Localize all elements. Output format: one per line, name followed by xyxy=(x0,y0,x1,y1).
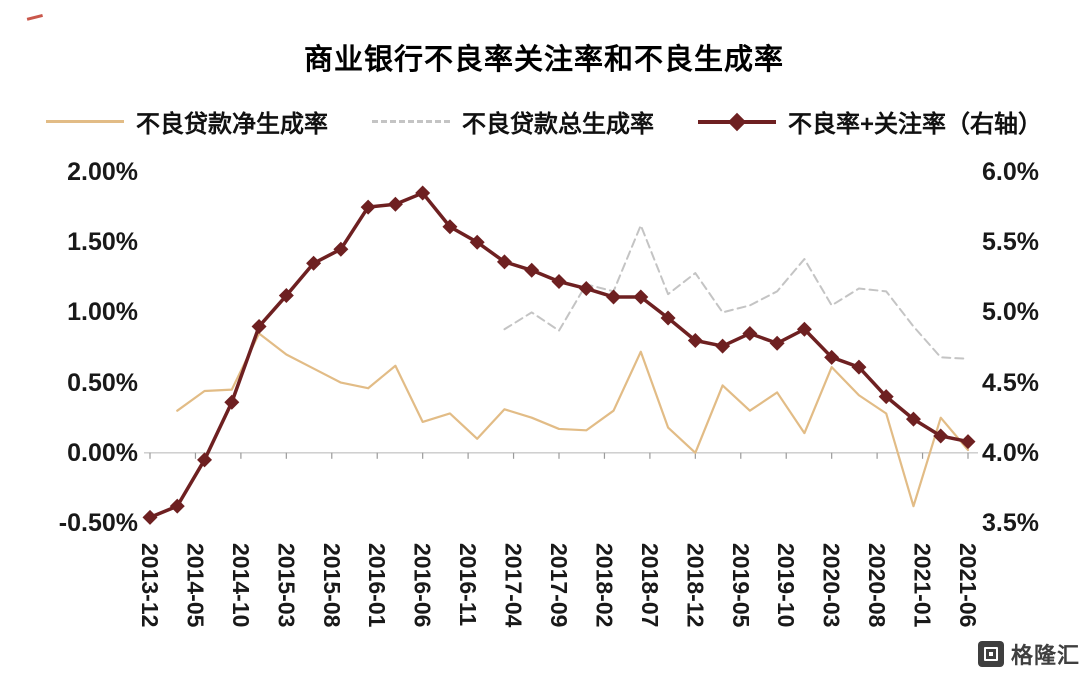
diamond-marker xyxy=(824,349,840,365)
x-axis-tick-label: 2016-11 xyxy=(455,543,482,627)
diamond-marker xyxy=(606,289,622,305)
diamond-marker xyxy=(551,274,567,290)
watermark-text: 格隆汇 xyxy=(1010,643,1080,668)
diamond-marker xyxy=(360,199,376,215)
x-axis-tick-label: 2018-07 xyxy=(636,543,663,628)
diamond-line-icon xyxy=(697,112,776,131)
diamond-marker xyxy=(496,254,512,270)
diamond-marker xyxy=(415,185,431,201)
legend-item-npl-plus-mention: 不良率+关注率（右轴） xyxy=(697,104,1042,139)
x-axis-tick-label: 2014-10 xyxy=(227,543,254,628)
x-axis-tick-label: 2019-05 xyxy=(727,543,754,628)
diamond-marker xyxy=(224,394,240,410)
diamond-marker xyxy=(524,262,540,278)
x-axis-tick-label: 2017-09 xyxy=(546,543,572,628)
legend-label: 不良贷款总生成率 xyxy=(461,111,654,138)
x-axis-tick-label: 2020-03 xyxy=(818,543,845,628)
diamond-marker xyxy=(960,434,976,450)
right-axis-tick-label: 6.0% xyxy=(982,158,1039,186)
x-axis-tick-label: 2019-10 xyxy=(773,543,800,628)
chart-area: 2.00% 1.50% 1.00% 0.50% 0.00% -0.50% 6.0% 5.5% 5… xyxy=(0,148,1088,676)
x-axis-tick-label: 2016-06 xyxy=(409,543,436,628)
left-axis-tick-label: 0.50% xyxy=(67,368,138,397)
diamond-marker xyxy=(197,452,213,468)
legend-item-total-generation: 不良贷款总生成率 xyxy=(371,104,654,139)
diamond-marker-icon xyxy=(727,112,747,131)
diamond-marker xyxy=(660,310,676,326)
x-axis-tick-label: 2020-08 xyxy=(864,543,891,628)
legend-label: 不良率+关注率（右轴） xyxy=(787,111,1042,138)
diamond-marker xyxy=(333,241,349,257)
gelonghui-logo-icon xyxy=(977,641,1004,667)
x-axis-tick-label: 2014-05 xyxy=(182,543,209,628)
left-axis-tick-label: -0.50% xyxy=(58,509,138,537)
right-axis-tick-label: 4.5% xyxy=(982,368,1039,397)
right-axis-tick-label: 5.5% xyxy=(982,228,1039,257)
right-axis-tick-label: 4.0% xyxy=(982,438,1039,467)
x-axis-tick-label: 2018-02 xyxy=(591,543,618,628)
series-line-2 xyxy=(148,191,970,520)
diamond-marker xyxy=(633,289,649,305)
right-axis-tick-label: 5.0% xyxy=(982,298,1039,327)
diamond-marker xyxy=(387,196,403,212)
diamond-marker xyxy=(878,389,894,405)
diamond-marker xyxy=(251,318,267,334)
diamond-marker xyxy=(769,335,785,351)
diamond-marker xyxy=(469,234,485,250)
legend-label: 不良贷款净生成率 xyxy=(135,111,328,138)
legend-item-net-generation: 不良贷款净生成率 xyxy=(45,104,328,139)
series-line-1 xyxy=(503,224,969,360)
left-axis-tick-label: 2.00% xyxy=(67,158,138,186)
x-axis-tick-label: 2015-03 xyxy=(273,543,300,628)
dashed-line-icon xyxy=(371,120,450,123)
left-axis-tick-label: 1.00% xyxy=(67,298,138,327)
chart-legend: 不良贷款净生成率 不良贷款总生成率 不良率+关注率（右轴） xyxy=(0,104,1088,139)
diamond-marker xyxy=(687,332,703,348)
x-axis-tick-label: 2017-04 xyxy=(500,543,527,628)
solid-line-icon xyxy=(45,120,124,123)
chart-canvas xyxy=(142,185,978,525)
diamond-marker xyxy=(169,498,185,514)
diamond-marker xyxy=(715,338,731,354)
x-axis-tick-label: 2021-06 xyxy=(955,543,981,628)
diamond-marker xyxy=(142,509,158,525)
right-axis-tick-label: 3.5% xyxy=(982,509,1039,537)
gelonghui-watermark: 格隆汇 xyxy=(977,638,1080,670)
x-axis-tick-label: 2013-12 xyxy=(137,543,163,628)
x-axis-tick-label: 2021-01 xyxy=(909,543,936,628)
chart-title: 商业银行不良率关注率和不良生成率 xyxy=(303,44,784,76)
diamond-marker xyxy=(442,219,458,235)
x-axis-tick-label: 2018-12 xyxy=(682,543,709,628)
diamond-marker xyxy=(278,288,294,304)
x-axis-tick-label: 2016-01 xyxy=(364,543,391,628)
diamond-marker xyxy=(796,321,812,337)
series-line-0 xyxy=(176,332,970,508)
diamond-marker xyxy=(905,411,921,427)
diamond-marker xyxy=(933,428,949,444)
diamond-marker xyxy=(851,359,867,375)
diamond-marker xyxy=(578,281,594,297)
x-axis-tick-label: 2015-08 xyxy=(318,543,345,628)
diamond-marker xyxy=(306,255,322,271)
left-axis-tick-label: 0.00% xyxy=(67,438,138,467)
left-axis-tick-label: 1.50% xyxy=(67,228,138,257)
diamond-marker xyxy=(742,325,758,341)
